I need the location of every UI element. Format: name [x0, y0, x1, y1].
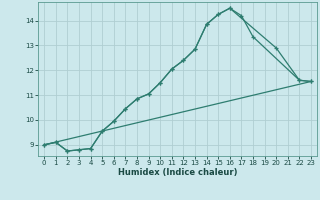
X-axis label: Humidex (Indice chaleur): Humidex (Indice chaleur) [118, 168, 237, 177]
